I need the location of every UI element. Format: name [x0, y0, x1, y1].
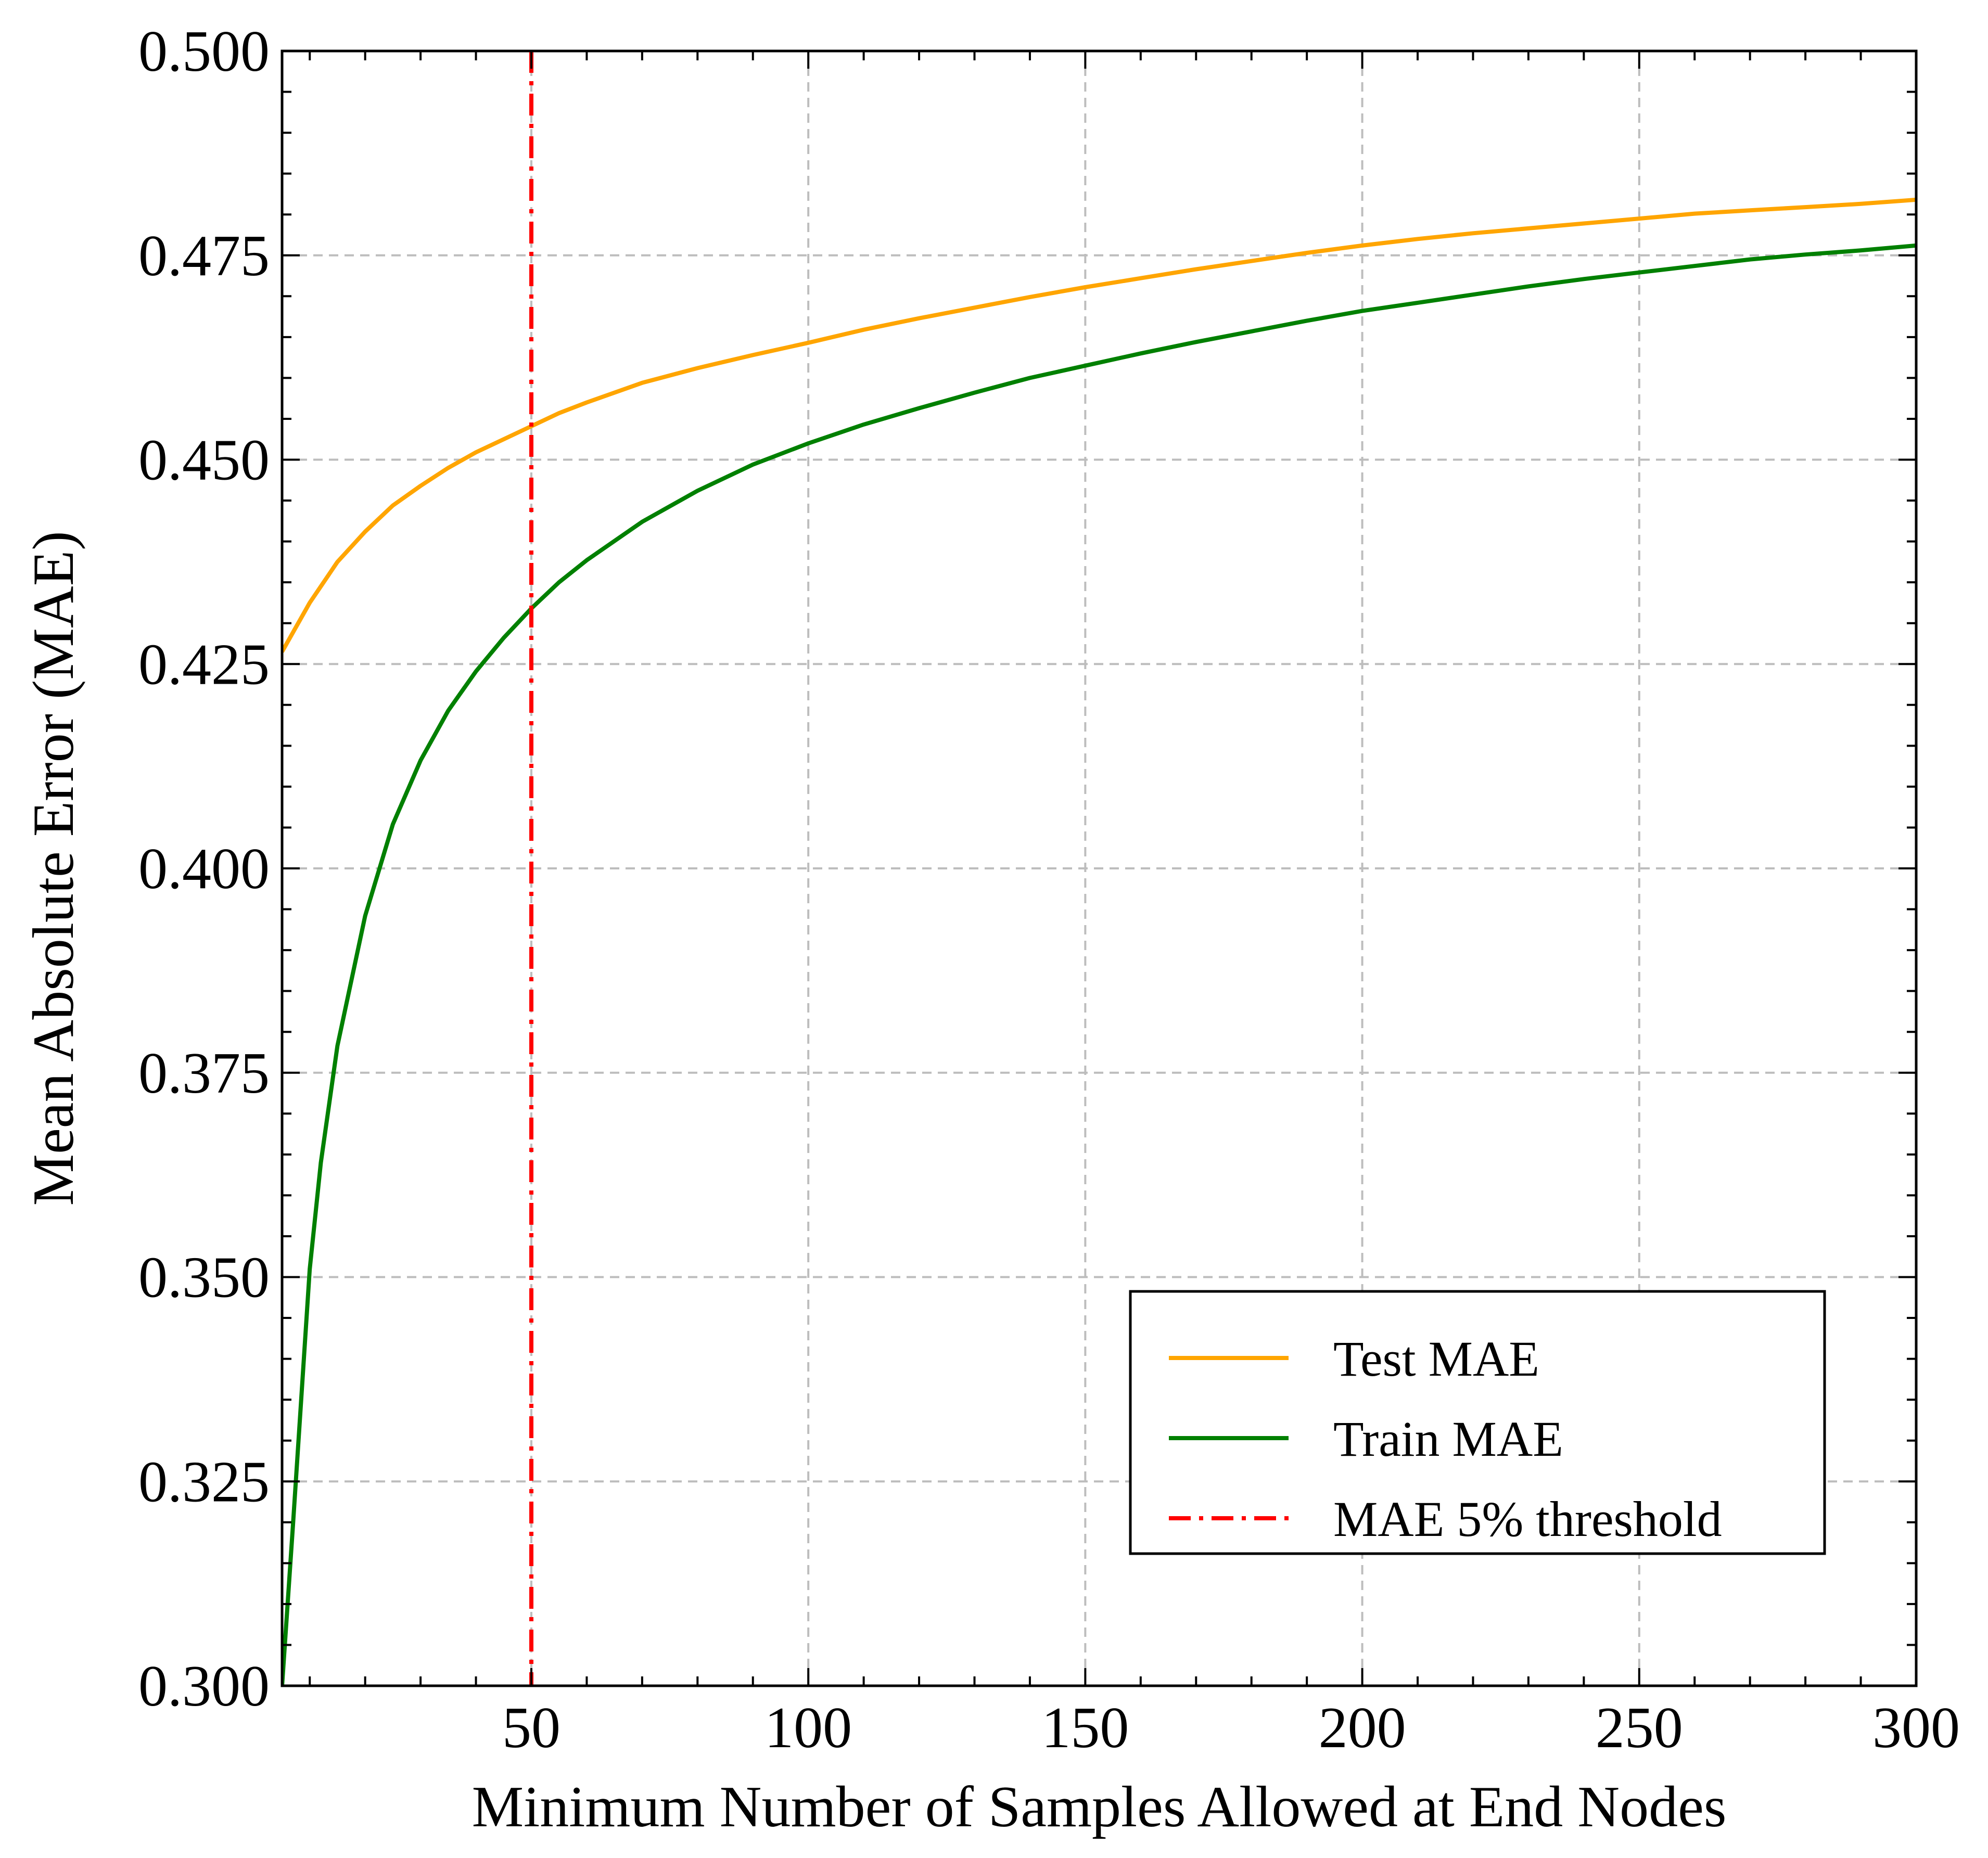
y-axis-title: Mean Absolute Error (MAE): [21, 531, 86, 1206]
y-tick-label: 0.375: [138, 1041, 270, 1106]
tick-labels: 50 100 150 200 250 300 0.300 0.325 0.350 0.375 0.4…: [138, 19, 1960, 1760]
series-line-train-mae: [282, 243, 1916, 1686]
legend-label-test-mae: Test MAE: [1333, 1331, 1539, 1387]
x-tick-label: 100: [764, 1696, 852, 1760]
y-tick-label: 0.325: [138, 1450, 270, 1514]
series-line-test-mae: [282, 197, 1916, 653]
x-tick-label: 150: [1041, 1696, 1129, 1760]
x-tick-label: 250: [1596, 1696, 1683, 1760]
y-tick-label: 0.350: [138, 1246, 270, 1310]
legend-label-train-mae: Train MAE: [1333, 1411, 1563, 1467]
series-layer: [282, 51, 1916, 1686]
y-tick-label: 0.400: [138, 837, 270, 901]
y-tick-label: 0.300: [138, 1654, 270, 1719]
x-tick-label: 50: [502, 1696, 560, 1760]
plot-frame: [281, 49, 1918, 1687]
legend-label-threshold: MAE 5% threshold: [1333, 1491, 1722, 1547]
y-tick-label: 0.500: [138, 19, 270, 84]
x-axis-title: Minimum Number of Samples Allowed at End…: [472, 1775, 1727, 1839]
legend-box: [1129, 1290, 1826, 1555]
x-tick-label: 200: [1319, 1696, 1406, 1760]
legend: Test MAE Train MAE MAE 5% threshold: [1129, 1290, 1826, 1555]
y-tick-label: 0.475: [138, 224, 270, 288]
y-tick-label: 0.450: [138, 428, 270, 493]
ticks: [282, 50, 1917, 1687]
y-tick-label: 0.425: [138, 632, 270, 697]
grid: [282, 51, 1916, 1686]
x-tick-label: 300: [1872, 1696, 1960, 1760]
